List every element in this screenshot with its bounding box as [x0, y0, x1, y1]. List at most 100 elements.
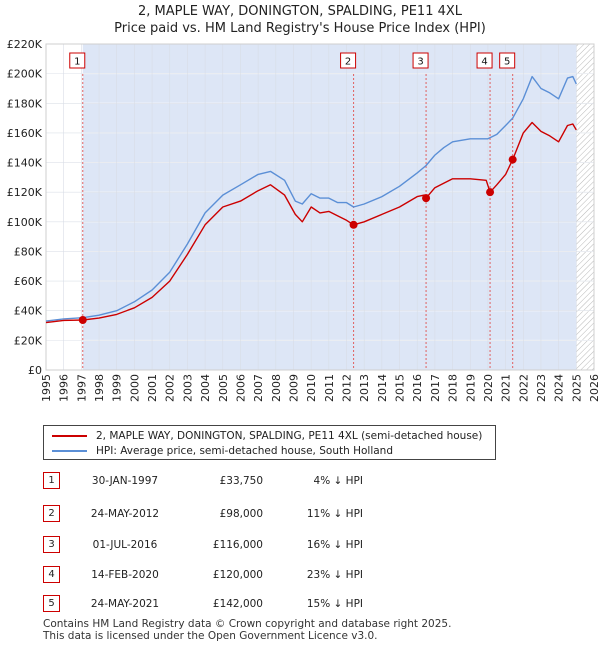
sale-number-badge: 3 [43, 536, 60, 553]
sale-point [422, 194, 431, 203]
sale-number-badge: 5 [43, 595, 60, 612]
sale-price: £116,000 [212, 539, 263, 551]
sale-price: £120,000 [212, 569, 263, 581]
x-tick-label: 2005 [217, 374, 230, 402]
sale-hpi-diff: 11% ↓ HPI [306, 508, 363, 520]
hatched-region [576, 44, 594, 370]
x-tick-label: 1996 [58, 374, 71, 402]
x-tick-label: 2021 [500, 374, 513, 402]
chart-title-line1: 2, MAPLE WAY, DONINGTON, SPALDING, PE11 … [137, 4, 463, 19]
sale-date: 30-JAN-1997 [91, 475, 159, 487]
y-tick-label: £160K [7, 127, 43, 140]
legend-swatch-hpi [52, 450, 87, 452]
x-tick-label: 2015 [394, 374, 407, 402]
legend-label-price: 2, MAPLE WAY, DONINGTON, SPALDING, PE11 … [96, 430, 483, 442]
legend-label-hpi: HPI: Average price, semi-detached house,… [96, 445, 393, 457]
footer-line1: Contains HM Land Registry data © Crown c… [43, 618, 452, 630]
x-tick-label: 2008 [270, 374, 283, 402]
sale-marker-box [499, 52, 516, 69]
x-tick-label: 2002 [164, 374, 177, 402]
x-tick-label: 2018 [447, 374, 460, 402]
sale-hpi-diff: 16% ↓ HPI [306, 539, 363, 551]
sale-date: 01-JUL-2016 [92, 539, 158, 551]
x-tick-label: 2009 [287, 374, 300, 402]
shaded-region [82, 44, 577, 370]
x-tick-label: 1997 [75, 374, 88, 402]
x-tick-label: 2022 [517, 374, 530, 402]
x-tick-label: 2023 [535, 374, 548, 402]
sale-marker-label: 2 [345, 57, 351, 68]
footer: Contains HM Land Registry data © Crown c… [43, 618, 451, 642]
sale-marker-label: 3 [417, 57, 423, 68]
sale-marker-box [476, 52, 493, 69]
footer-line2: This data is licensed under the Open Gov… [43, 630, 378, 642]
sale-hpi-diff: 15% ↓ HPI [306, 598, 363, 610]
sale-date: 24-MAY-2012 [90, 508, 160, 520]
sale-date: 24-MAY-2021 [90, 598, 160, 610]
x-tick-label: 2012 [341, 374, 354, 402]
x-tick-label: 2000 [128, 374, 141, 402]
y-tick-label: £120K [7, 186, 43, 199]
sale-row: 3 01-JUL-2016 £116,000 16% ↓ HPI [43, 536, 463, 554]
sale-marker-label: 1 [74, 57, 80, 68]
y-tick-label: £100K [7, 216, 43, 229]
sale-price: £142,000 [212, 598, 263, 610]
x-tick-label: 2004 [199, 374, 212, 402]
legend-swatch-price [52, 435, 87, 437]
sale-point [349, 220, 358, 229]
sale-hpi-diff: 23% ↓ HPI [306, 569, 363, 581]
x-tick-label: 1999 [111, 374, 124, 402]
x-tick-label: 1995 [40, 374, 53, 402]
chart-title-line2: Price paid vs. HM Land Registry's House … [114, 21, 486, 36]
price-chart: £0 £20K £40K £60K £80K £100K £120K £140K £160K £1… [7, 38, 600, 402]
y-tick-label: £20K [14, 334, 43, 347]
y-tick-label: £60K [14, 275, 43, 288]
sale-marker-box [69, 52, 86, 69]
plot-frame [45, 43, 595, 371]
sale-hpi-diff: 4% ↓ HPI [313, 475, 363, 487]
sale-row: 5 24-MAY-2021 £142,000 15% ↓ HPI [43, 595, 463, 613]
x-tick-label: 2025 [570, 374, 583, 402]
sale-row: 2 24-MAY-2012 £98,000 11% ↓ HPI [43, 505, 463, 523]
x-tick-label: 2003 [181, 374, 194, 402]
x-tick-label: 2013 [358, 374, 371, 402]
x-tick-label: 2019 [464, 374, 477, 402]
sale-marker-label: 5 [504, 57, 510, 68]
sale-number-badge: 4 [43, 566, 60, 583]
y-tick-label: £200K [7, 68, 43, 81]
x-tick-label: 2011 [323, 374, 336, 402]
y-tick-label: £220K [7, 38, 43, 51]
x-tick-label: 2016 [411, 374, 424, 402]
sale-row: 1 30-JAN-1997 £33,750 4% ↓ HPI [43, 472, 463, 490]
x-tick-label: 2024 [553, 374, 566, 402]
sale-marker-label: 4 [481, 57, 487, 68]
price-paid-line [45, 121, 577, 324]
sale-price: £33,750 [219, 475, 263, 487]
sale-row: 4 14-FEB-2020 £120,000 23% ↓ HPI [43, 566, 463, 584]
y-tick-label: £40K [14, 305, 43, 318]
x-tick-label: 1998 [93, 374, 106, 402]
x-tick-label: 2017 [429, 374, 442, 402]
legend: 2, MAPLE WAY, DONINGTON, SPALDING, PE11 … [43, 425, 496, 460]
y-tick-label: £140K [7, 157, 43, 170]
y-tick-label: £180K [7, 97, 43, 110]
x-tick-label: 2026 [588, 374, 600, 402]
sale-price: £98,000 [219, 508, 263, 520]
x-tick-label: 2014 [376, 374, 389, 402]
sale-point [486, 188, 495, 197]
sale-marker-box [340, 52, 357, 69]
legend-item-price: 2, MAPLE WAY, DONINGTON, SPALDING, PE11 … [52, 429, 482, 443]
sale-point [78, 315, 87, 324]
x-tick-label: 2006 [234, 374, 247, 402]
sale-point [508, 155, 517, 164]
x-tick-label: 2020 [482, 374, 495, 402]
sale-number-badge: 1 [43, 472, 60, 489]
hpi-line [45, 75, 577, 322]
x-tick-label: 2007 [252, 374, 265, 402]
y-tick-label: £80K [14, 245, 43, 258]
x-tick-label: 2001 [146, 374, 159, 402]
sale-number-badge: 2 [43, 505, 60, 522]
sale-marker-box [412, 52, 429, 69]
y-tick-label: £0 [28, 364, 42, 377]
sale-date: 14-FEB-2020 [91, 569, 159, 581]
